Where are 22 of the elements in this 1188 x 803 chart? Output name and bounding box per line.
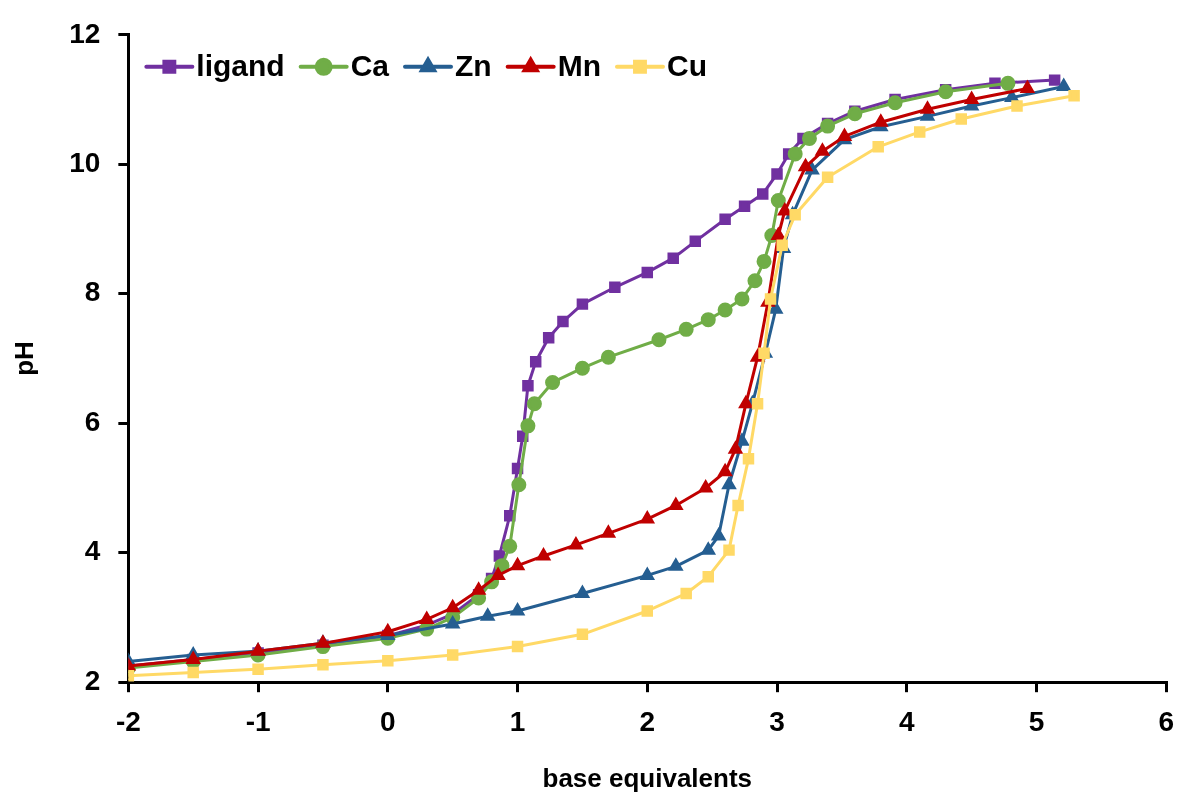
x-tick-label: 1 xyxy=(509,705,526,737)
y-tick-label: 10 xyxy=(69,147,101,178)
y-tick-label: 4 xyxy=(84,535,101,567)
legend-label: Ca xyxy=(350,49,390,83)
y-tick-label: 8 xyxy=(84,276,101,308)
x-tick-label: 6 xyxy=(1158,705,1174,737)
legend-label: Mn xyxy=(557,49,601,83)
x-tick-label: 0 xyxy=(380,705,396,737)
y-tick-label: 6 xyxy=(84,405,101,437)
legend-label: ligand xyxy=(196,49,285,83)
y-tick-label: 12 xyxy=(69,17,101,49)
y-axis-title: pH xyxy=(8,341,39,376)
x-tick-label: 5 xyxy=(1028,705,1045,737)
x-tick-label: -2 xyxy=(115,705,141,737)
x-tick-label: 3 xyxy=(769,705,785,737)
x-tick-label: -1 xyxy=(245,705,271,737)
x-tick-label: 2 xyxy=(639,705,656,737)
x-tick-label: 4 xyxy=(898,705,915,737)
legend-label: Zn xyxy=(455,49,492,83)
legend-label: Cu xyxy=(666,49,707,83)
y-tick-label: 2 xyxy=(84,664,101,696)
x-axis-title: base equivalents xyxy=(542,762,753,793)
